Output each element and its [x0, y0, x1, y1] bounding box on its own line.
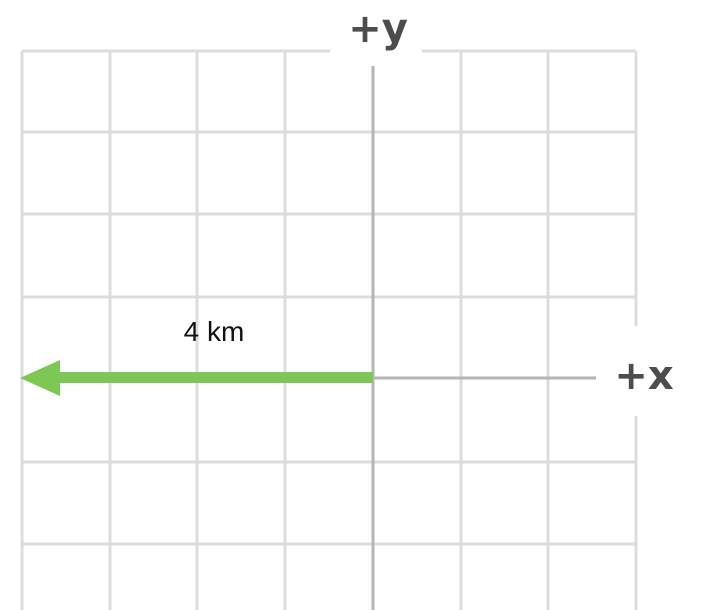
coordinate-grid — [20, 49, 638, 610]
y-axis-label: +y — [348, 6, 408, 52]
x-label-background — [600, 326, 704, 416]
y-label-background — [330, 0, 422, 58]
x-axis-label: +x — [614, 353, 674, 399]
displacement-vector-arrowhead — [20, 360, 60, 396]
vector-magnitude-label: 4 km — [184, 316, 245, 347]
displacement-vector-shaft — [55, 372, 373, 383]
